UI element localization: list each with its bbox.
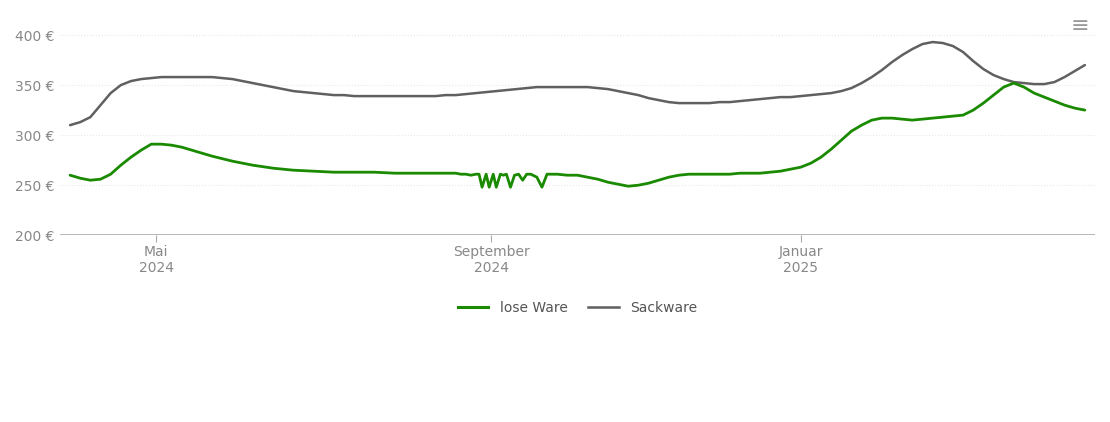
Text: ≡: ≡ [1070, 16, 1089, 36]
Legend: lose Ware, Sackware: lose Ware, Sackware [453, 296, 703, 321]
